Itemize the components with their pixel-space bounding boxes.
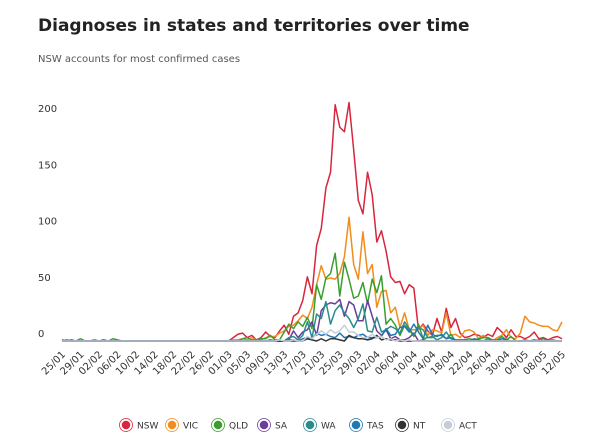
legend-label: QLD — [229, 422, 248, 432]
legend-label: NT — [413, 422, 426, 432]
legend-ring — [211, 418, 225, 432]
legend-marker — [120, 419, 132, 431]
legend-marker — [396, 419, 408, 431]
y-tick-label: 0 — [38, 329, 44, 340]
y-tick-label: 150 — [38, 160, 57, 171]
y-tick-label: 200 — [38, 104, 57, 115]
chart-subtitle: NSW accounts for most confirmed cases — [38, 54, 240, 65]
legend-marker — [258, 419, 270, 431]
legend-ring — [119, 418, 133, 432]
legend-ring — [349, 418, 363, 432]
legend-label: ACT — [459, 422, 477, 432]
legend-ring — [257, 418, 271, 432]
chart-title: Diagnoses in states and territories over… — [38, 16, 470, 36]
y-tick-label: 50 — [38, 273, 51, 284]
legend-ring — [165, 418, 179, 432]
legend-label: VIC — [183, 422, 198, 432]
legend-label: TAS — [366, 422, 384, 432]
legend-marker — [304, 419, 316, 431]
y-tick-label: 100 — [38, 217, 57, 228]
legend-label: SA — [275, 422, 288, 432]
legend-marker — [442, 419, 454, 431]
legend-ring — [395, 418, 409, 432]
series-line — [62, 324, 562, 342]
series-line — [61, 252, 562, 342]
legend-label: WA — [321, 422, 336, 432]
legend-label: NSW — [137, 422, 158, 432]
legend-marker — [212, 419, 224, 431]
legend-marker — [166, 419, 178, 431]
legend-marker — [350, 419, 362, 431]
legend-ring — [303, 418, 317, 432]
legend-ring — [441, 418, 455, 432]
